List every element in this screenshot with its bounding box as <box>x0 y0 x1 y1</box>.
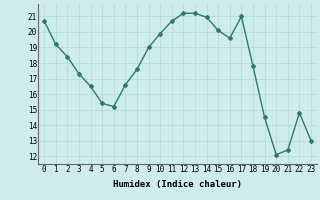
X-axis label: Humidex (Indice chaleur): Humidex (Indice chaleur) <box>113 180 242 189</box>
